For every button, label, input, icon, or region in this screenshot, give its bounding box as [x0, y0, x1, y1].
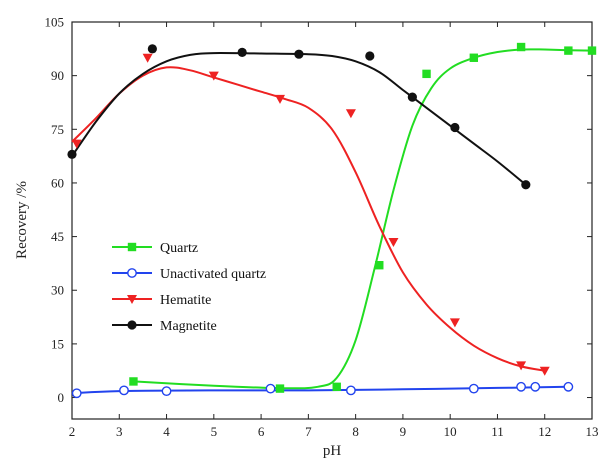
x-tick-label: 8 [352, 424, 359, 439]
legend-label-quartz: Quartz [160, 241, 198, 256]
quartz-point [516, 42, 526, 52]
legend-marker-unactivated-quartz [127, 268, 137, 278]
legend-marker-quartz [127, 242, 137, 252]
y-tick-label: 60 [51, 175, 64, 190]
hematite-point [449, 318, 460, 328]
unactivated-quartz-point [346, 385, 356, 396]
x-tick-label: 13 [586, 424, 599, 439]
quartz-point [332, 382, 341, 392]
unactivated-quartz-fit-line [71, 385, 569, 395]
quartz-fit-line [133, 48, 593, 390]
fit-curves [71, 48, 593, 395]
x-tick-label: 6 [258, 424, 265, 439]
x-axis-title: pH [323, 443, 342, 459]
unactivated-quartz-point [265, 383, 276, 394]
legend-label-hematite: Hematite [160, 293, 211, 308]
magnetite-fit-line [71, 52, 527, 186]
hematite-point [345, 109, 356, 119]
x-tick-label: 3 [116, 424, 123, 439]
hematite-point [142, 53, 153, 63]
quartz-point [129, 377, 138, 386]
legend-marker-hematite [127, 295, 137, 304]
y-tick-label: 15 [51, 336, 64, 351]
hematite-point [516, 361, 527, 371]
x-tick-label: 5 [211, 424, 218, 439]
magnetite-point [450, 122, 460, 133]
legend-marker-magnetite [127, 320, 137, 330]
magnetite-point [67, 149, 77, 159]
y-tick-label: 105 [45, 15, 65, 30]
plot-frame [71, 21, 593, 420]
y-tick-label: 45 [51, 229, 64, 244]
hematite-point [539, 366, 550, 376]
magnetite-point [294, 49, 304, 59]
unactivated-quartz-point [563, 381, 574, 392]
x-tick-label: 11 [491, 424, 504, 439]
hematite-point [208, 71, 219, 81]
magnetite-point [407, 92, 417, 102]
hematite-point [388, 237, 399, 247]
x-tick-label: 7 [305, 424, 312, 439]
quartz-point [275, 384, 285, 393]
quartz-point [587, 46, 597, 55]
legend-label-magnetite: Magnetite [160, 319, 217, 334]
hematite-point [275, 94, 285, 104]
y-axis-title: Recovery /% [14, 181, 30, 259]
unactivated-quartz-point [71, 388, 82, 399]
magnetite-point [237, 47, 247, 58]
unactivated-quartz-point [161, 386, 172, 397]
x-tick-label: 10 [444, 424, 457, 439]
y-tick-label: 75 [51, 122, 64, 137]
quartz-point [422, 69, 431, 79]
hematite-fit-line [71, 66, 545, 372]
x-tick-label: 12 [538, 424, 551, 439]
x-tick-label: 9 [400, 424, 407, 439]
unactivated-quartz-point [468, 383, 479, 394]
quartz-point [564, 46, 573, 55]
magnetite-point [521, 180, 531, 190]
unactivated-quartz-point [516, 381, 526, 392]
x-tick-label: 4 [163, 424, 170, 439]
y-tick-label: 30 [51, 283, 64, 298]
unactivated-quartz-point [119, 385, 129, 396]
hematite-point [71, 139, 82, 149]
x-tick-label: 2 [69, 424, 76, 439]
data-markers [67, 42, 597, 399]
y-tick-label: 90 [51, 68, 64, 83]
quartz-point [469, 53, 479, 62]
magnetite-point [147, 44, 157, 54]
magnetite-point [365, 51, 375, 61]
unactivated-quartz-point [530, 381, 541, 392]
quartz-point [375, 261, 384, 270]
y-tick-label: 0 [58, 390, 65, 405]
legend: Quartz Unactivated quartz Hematite Magnetit… [112, 241, 266, 334]
legend-label-unactivated-quartz: Unactivated quartz [160, 267, 266, 282]
